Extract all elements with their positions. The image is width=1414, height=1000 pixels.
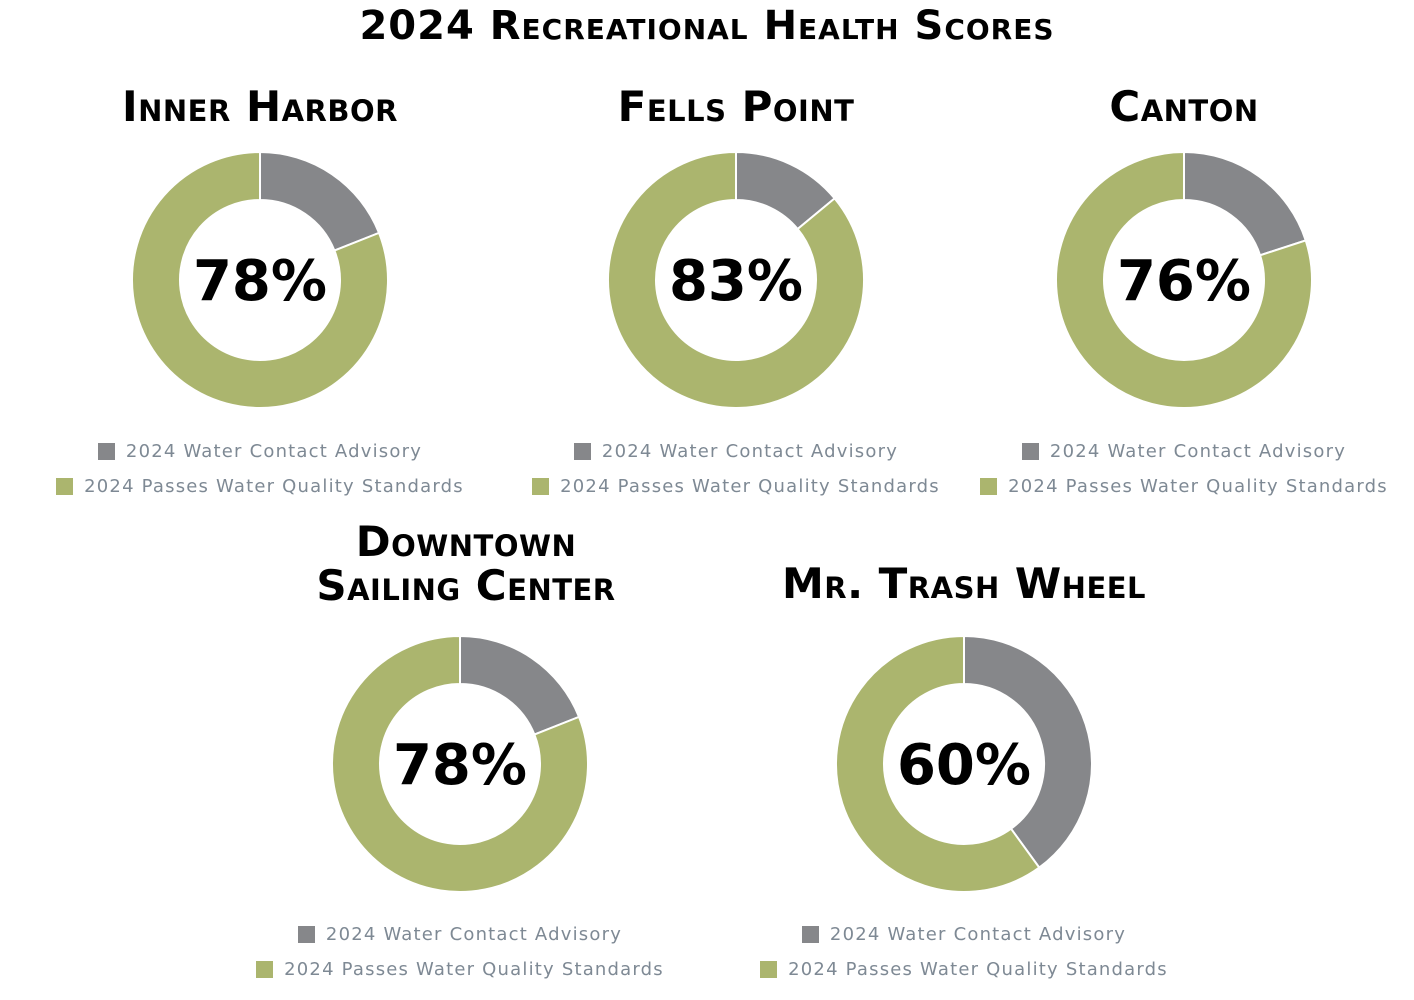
legend-label: 2024 Water Contact Advisory [1049, 441, 1347, 462]
donut-chart: 60% [835, 634, 1093, 893]
slice-water-contact-advisory [259, 150, 381, 252]
legend-swatch-advisory [573, 443, 591, 460]
legend-item-passes: 2024 Passes Water Quality Standards [944, 469, 1414, 504]
legend-label: 2024 Water Contact Advisory [601, 441, 899, 462]
legend-swatch-passes [980, 478, 998, 495]
panel-title: Fells Point [617, 82, 855, 131]
slice-water-contact-advisory [1183, 150, 1307, 257]
panel-title: Mr. Trash Wheel [781, 559, 1147, 608]
legend: 2024 Water Contact Advisory 2024 Passes … [724, 917, 1204, 987]
legend: 2024 Water Contact Advisory 2024 Passes … [220, 917, 700, 987]
chart-title: 2024 Recreational Health Scores [359, 3, 1055, 49]
center-percent: 78% [393, 733, 527, 798]
slice-passes-water-quality [607, 150, 865, 409]
donut-panel-mr-trash-wheel: Mr. Trash Wheel 60% 2024 Water Contact A… [724, 520, 1204, 990]
legend-label: 2024 Passes Water Quality Standards [84, 476, 464, 497]
slice-passes-water-quality [1055, 150, 1313, 409]
legend: 2024 Water Contact Advisory 2024 Passes … [944, 434, 1414, 504]
donut-panel-downtown-sailing-center: Downtown Sailing Center 78% 2024 Water C… [220, 520, 700, 990]
legend-swatch-advisory [801, 926, 819, 943]
legend-label: 2024 Water Contact Advisory [125, 441, 423, 462]
legend-swatch-advisory [97, 443, 115, 460]
legend-item-advisory: 2024 Water Contact Advisory [220, 917, 700, 952]
legend-swatch-advisory [297, 926, 315, 943]
slice-water-contact-advisory [459, 634, 581, 736]
donut-chart: 78% [331, 634, 589, 893]
legend-label: 2024 Passes Water Quality Standards [560, 476, 940, 497]
legend-item-advisory: 2024 Water Contact Advisory [20, 434, 500, 469]
legend-swatch-passes [760, 961, 778, 978]
legend-item-advisory: 2024 Water Contact Advisory [724, 917, 1204, 952]
legend-item-advisory: 2024 Water Contact Advisory [944, 434, 1414, 469]
center-percent: 83% [669, 249, 803, 314]
slice-passes-water-quality [131, 150, 389, 409]
legend-label: 2024 Passes Water Quality Standards [1008, 476, 1388, 497]
slice-water-contact-advisory [963, 634, 1093, 869]
donut-chart: 78% [131, 150, 389, 409]
center-percent: 76% [1117, 249, 1251, 314]
legend-label: 2024 Passes Water Quality Standards [788, 959, 1168, 980]
legend: 2024 Water Contact Advisory 2024 Passes … [496, 434, 976, 504]
legend: 2024 Water Contact Advisory 2024 Passes … [20, 434, 500, 504]
panel-title: Canton [1109, 82, 1259, 131]
legend-item-passes: 2024 Passes Water Quality Standards [220, 952, 700, 987]
legend-label: 2024 Passes Water Quality Standards [284, 959, 664, 980]
slice-passes-water-quality [331, 634, 589, 893]
donut-chart: 76% [1055, 150, 1313, 409]
slice-passes-water-quality [835, 634, 1041, 893]
donut-chart: 83% [607, 150, 865, 409]
legend-swatch-passes [256, 961, 274, 978]
panel-title: Inner Harbor [122, 82, 398, 131]
legend-item-advisory: 2024 Water Contact Advisory [496, 434, 976, 469]
legend-swatch-passes [532, 478, 550, 495]
donut-panel-fells-point: Fells Point 83% 2024 Water Contact Advis… [496, 82, 976, 502]
legend-label: 2024 Water Contact Advisory [325, 924, 623, 945]
donut-panel-inner-harbor: Inner Harbor 78% 2024 Water Contact Advi… [20, 82, 500, 502]
legend-swatch-passes [56, 478, 74, 495]
center-percent: 60% [897, 733, 1031, 798]
donut-panel-canton: Canton 76% 2024 Water Contact Advisory 2… [944, 82, 1414, 502]
legend-swatch-advisory [1021, 443, 1039, 460]
legend-label: 2024 Water Contact Advisory [829, 924, 1127, 945]
panel-title: Downtown Sailing Center [316, 517, 616, 610]
legend-item-passes: 2024 Passes Water Quality Standards [496, 469, 976, 504]
legend-item-passes: 2024 Passes Water Quality Standards [724, 952, 1204, 987]
center-percent: 78% [193, 249, 327, 314]
legend-item-passes: 2024 Passes Water Quality Standards [20, 469, 500, 504]
